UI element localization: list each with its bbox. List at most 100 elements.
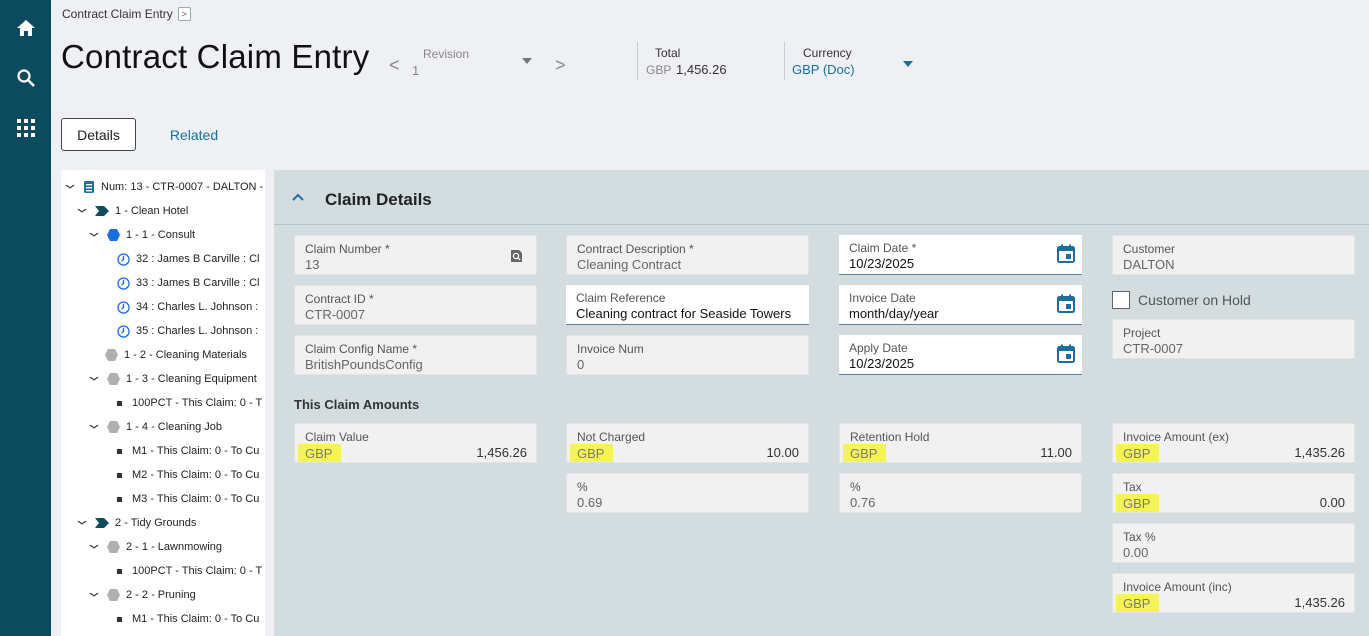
amounts-section-title: This Claim Amounts	[294, 397, 420, 412]
tax-field[interactable]: Tax GBP 0.00	[1112, 473, 1355, 513]
revision-value[interactable]: 1	[412, 63, 420, 78]
search-icon[interactable]	[0, 58, 51, 98]
tree-node[interactable]: 35 : Charles L. Johnson :	[117, 321, 258, 341]
project-field[interactable]: Project CTR-0007	[1112, 319, 1355, 359]
chevron-down-icon[interactable]	[89, 543, 99, 551]
currency-highlight	[1116, 594, 1159, 612]
tree-node[interactable]: 2 - 2 - Pruning	[89, 585, 196, 605]
calendar-icon[interactable]	[1056, 294, 1076, 319]
tree-node[interactable]: 34 : Charles L. Johnson :	[117, 297, 258, 317]
tree-node[interactable]: M1 - This Claim: 0 - To Cu	[117, 609, 259, 629]
section-header[interactable]: Claim Details	[274, 170, 1369, 225]
tree-node[interactable]: 1 - 1 - Consult	[89, 225, 195, 245]
invoice-num-field[interactable]: Invoice Num 0	[566, 335, 809, 375]
hexagon-icon	[107, 229, 120, 241]
chevron-tag-icon	[95, 206, 109, 216]
tree-node[interactable]: 1 - 2 - Cleaning Materials	[105, 345, 247, 365]
field-value[interactable]: 10/23/2025	[849, 356, 915, 371]
customer-on-hold-row[interactable]: Customer on Hold	[1112, 291, 1251, 309]
claim-number-field[interactable]: Claim Number * 13	[294, 235, 537, 275]
currency-code: GBP	[577, 446, 605, 461]
field-label: Invoice Amount (ex)	[1123, 430, 1230, 444]
not-charged-percent-field[interactable]: % 0.69	[566, 473, 809, 513]
hexagon-grey-icon	[107, 373, 120, 385]
claim-config-name-field[interactable]: Claim Config Name * BritishPoundsConfig	[294, 335, 537, 375]
tree-node[interactable]: 33 : James B Carville : Cl	[117, 273, 259, 293]
currency-highlight	[570, 444, 613, 462]
amount-value: 1,435.26	[1294, 595, 1345, 610]
chevron-down-icon[interactable]	[77, 519, 87, 527]
field-label: Contract Description *	[577, 242, 694, 256]
tree-node[interactable]: 1 - Clean Hotel	[77, 201, 188, 221]
chevron-down-icon[interactable]	[89, 231, 99, 239]
contract-icon	[83, 180, 95, 194]
amount-value: 0.00	[1319, 495, 1345, 510]
tab-details[interactable]: Details	[61, 118, 136, 151]
chevron-down-icon[interactable]	[89, 375, 99, 383]
field-value: CTR-0007	[305, 307, 365, 322]
tree-node[interactable]: 2 - Tidy Grounds	[77, 513, 196, 533]
tree-node-label: M1 - This Claim: 0 - To Cu	[132, 613, 260, 625]
apps-grid-icon[interactable]	[0, 108, 51, 148]
lookup-search-icon[interactable]	[510, 249, 524, 268]
revision-prev-button[interactable]: <	[389, 55, 400, 75]
hexagon-grey-icon	[107, 589, 120, 601]
tree-node[interactable]: 2 - 1 - Lawnmowing	[89, 537, 222, 557]
field-value[interactable]: month/day/year	[849, 306, 939, 321]
chevron-down-icon[interactable]	[65, 183, 75, 191]
chevron-down-icon[interactable]	[89, 591, 99, 599]
clock-icon	[117, 324, 130, 338]
breadcrumb-label[interactable]: Contract Claim Entry	[62, 7, 173, 21]
tree-node[interactable]: 1 - 3 - Cleaning Equipment	[89, 369, 257, 389]
chevron-down-icon[interactable]	[77, 207, 87, 215]
revision-next-button[interactable]: >	[555, 55, 566, 75]
home-icon[interactable]	[0, 8, 51, 48]
tree-node[interactable]: M2 - This Claim: 0 - To Cu	[117, 465, 259, 485]
invoice-amount-inc-field[interactable]: Invoice Amount (inc) GBP 1,435.26	[1112, 573, 1355, 613]
retention-hold-field[interactable]: Retention Hold GBP 11.00	[839, 423, 1082, 463]
apply-date-field[interactable]: Apply Date 10/23/2025	[839, 335, 1082, 375]
claim-value-field[interactable]: Claim Value GBP 1,456.26	[294, 423, 537, 463]
not-charged-field[interactable]: Not Charged GBP 10.00	[566, 423, 809, 463]
currency-select[interactable]: GBP (Doc)	[792, 62, 855, 77]
revision-dropdown-icon[interactable]	[522, 58, 532, 64]
field-value[interactable]: 10/23/2025	[849, 256, 915, 271]
total-value: 1,456.26	[676, 62, 727, 77]
chevron-up-icon[interactable]	[292, 188, 304, 206]
tree-node[interactable]: 100PCT - This Claim: 0 - T	[117, 561, 262, 581]
tree-node-label: 34 : Charles L. Johnson :	[136, 301, 259, 313]
field-label: Contract ID *	[305, 292, 374, 306]
tree-node[interactable]: 1 - 4 - Cleaning Job	[89, 417, 222, 437]
tree-node[interactable]: 100PCT - This Claim: 0 - T	[117, 393, 262, 413]
tree-node[interactable]: 32 : James B Carville : Cl	[117, 249, 259, 269]
chevron-down-icon[interactable]	[89, 423, 99, 431]
invoice-amount-ex-field[interactable]: Invoice Amount (ex) GBP 1,435.26	[1112, 423, 1355, 463]
tree-node[interactable]: M1 - This Claim: 0 - To Cu	[117, 441, 259, 461]
field-value: 0.76	[850, 495, 876, 510]
clock-icon	[117, 300, 130, 314]
calendar-icon[interactable]	[1056, 344, 1076, 369]
claim-details-panel: Claim Details Claim Number * 13 Contract…	[274, 170, 1369, 636]
contract-description-field[interactable]: Contract Description * Cleaning Contract	[566, 235, 809, 275]
currency-dropdown-icon[interactable]	[903, 61, 913, 67]
tree-node[interactable]: M3 - This Claim: 0 - To Cu	[117, 489, 259, 509]
field-value: DALTON	[1123, 257, 1175, 272]
invoice-date-field[interactable]: Invoice Date month/day/year	[839, 285, 1082, 325]
claim-reference-field[interactable]: Claim Reference Cleaning contract for Se…	[566, 285, 809, 325]
retention-percent-field[interactable]: % 0.76	[839, 473, 1082, 513]
contract-id-field[interactable]: Contract ID * CTR-0007	[294, 285, 537, 325]
customer-on-hold-checkbox[interactable]	[1112, 291, 1130, 309]
breadcrumb-expand-button[interactable]: >	[177, 7, 191, 21]
bullet-icon	[117, 400, 122, 406]
customer-field[interactable]: Customer DALTON	[1112, 235, 1355, 275]
tree-node[interactable]: Num: 13 - CTR-0007 - DALTON - R	[65, 177, 265, 197]
field-label: Claim Number *	[305, 242, 390, 256]
field-label: Retention Hold	[850, 430, 930, 444]
tree-node-label: 100PCT - This Claim: 0 - T	[132, 397, 263, 409]
claim-date-field[interactable]: Claim Date * 10/23/2025	[839, 235, 1082, 275]
tab-related[interactable]: Related	[169, 126, 219, 143]
tax-percent-field[interactable]: Tax % 0.00	[1112, 523, 1355, 563]
field-value[interactable]: Cleaning contract for Seaside Towers	[576, 306, 792, 321]
tree-node-label: 1 - 3 - Cleaning Equipment	[126, 373, 257, 385]
calendar-icon[interactable]	[1056, 244, 1076, 269]
